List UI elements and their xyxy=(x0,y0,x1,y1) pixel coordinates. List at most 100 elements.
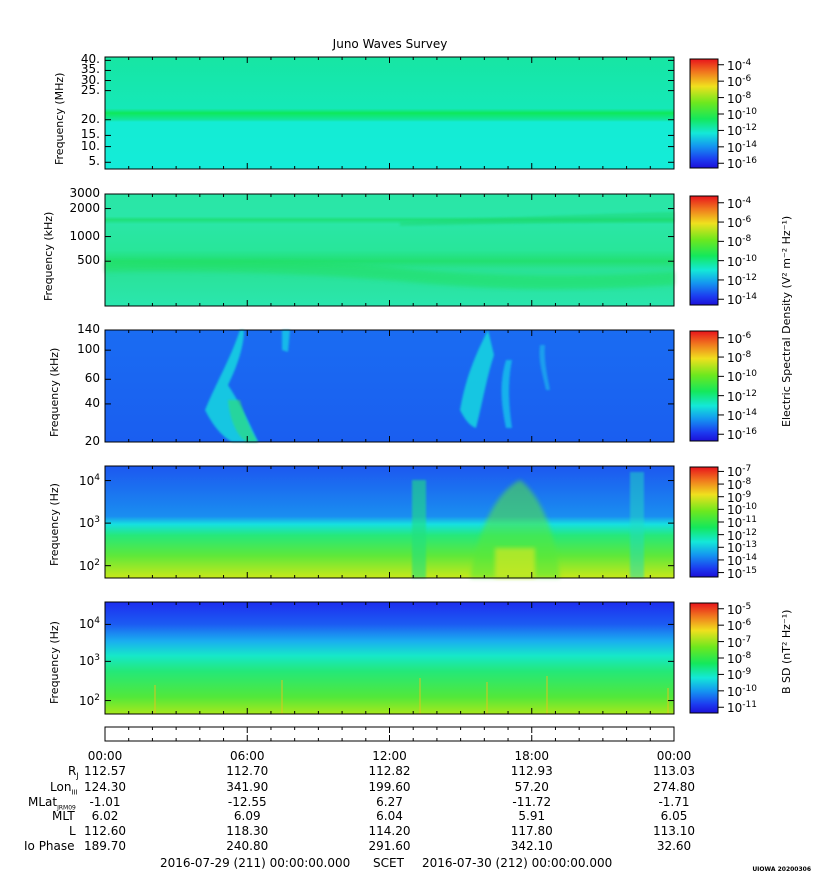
y-tick-label: 30. xyxy=(80,72,100,87)
ephem-value: 342.10 xyxy=(510,839,553,853)
y-tick-label: 2000 xyxy=(69,200,100,215)
colorbar-tick-label: 10-8 xyxy=(727,350,752,366)
colorbar-tick-label: 10-14 xyxy=(727,552,757,568)
ephem-value: 199.60 xyxy=(368,780,411,794)
colorbar-tick-label: 10-6 xyxy=(727,618,752,634)
colorbar-tick-label: 10-12 xyxy=(727,123,757,139)
ephem-value: -11.72 xyxy=(512,795,552,809)
ephem-value: -12.55 xyxy=(227,795,267,809)
ephem-value: 6.05 xyxy=(660,809,688,823)
y-tick-label: 40. xyxy=(80,52,100,67)
ephem-value: 118.30 xyxy=(226,824,269,838)
ephem-label-rj: RJ xyxy=(68,764,79,781)
y-tick-label: 103 xyxy=(78,653,100,669)
ephem-value: 112.82 xyxy=(368,764,411,778)
y-tick-label: 500 xyxy=(77,253,100,268)
colorbar-tick-label: 10-16 xyxy=(727,156,757,172)
scet-end: 2016-07-30 (212) 00:00:00.000 xyxy=(422,856,613,870)
colorbar-tick-label: 10-6 xyxy=(727,330,752,346)
colorbar-tick-label: 10-14 xyxy=(727,407,757,423)
colorbar-tick-label: 10-7 xyxy=(727,634,752,650)
ephem-value: 32.60 xyxy=(656,839,692,853)
panel-3-ylabel: Frequency (kHz) xyxy=(48,347,61,437)
y-tick-label: 104 xyxy=(78,472,100,488)
y-tick-label: 1000 xyxy=(69,228,100,243)
scet-start: 2016-07-29 (211) 00:00:00.000 xyxy=(160,856,351,870)
colorbar-tick-label: 10-10 xyxy=(727,369,757,385)
ephem-label-io: Io Phase xyxy=(24,839,75,853)
ephem-value: 274.80 xyxy=(653,780,695,794)
ephem-value: 113.03 xyxy=(653,764,695,778)
x-tick-label: 18:00 xyxy=(514,749,550,763)
ephem-value: 6.02 xyxy=(91,809,119,823)
ephem-label-lon: LonIII xyxy=(50,780,78,797)
panel-3 xyxy=(104,329,675,443)
y-tick-label: 104 xyxy=(78,616,100,632)
panel-1 xyxy=(104,56,675,170)
ephem-value: -1.01 xyxy=(89,795,121,809)
colorbar-tick-label: 10-14 xyxy=(727,139,757,155)
scet-label: SCET xyxy=(373,856,404,870)
y-tick-label: 40 xyxy=(84,395,100,410)
colorbar-tick-label: 10-10 xyxy=(727,502,757,518)
ephem-value: 112.70 xyxy=(226,764,269,778)
ephem-value: 189.70 xyxy=(84,839,126,853)
y-tick-label: 60 xyxy=(84,371,100,386)
ephem-value: 112.57 xyxy=(84,764,126,778)
magnetic-colorbar-label: B SD (nT² Hz⁻¹) xyxy=(780,609,793,694)
colorbar-tick-label: 10-8 xyxy=(727,651,752,666)
colorbar-tick-label: 10-14 xyxy=(727,292,757,308)
panel-1-image xyxy=(105,57,674,169)
ephem-value: 5.91 xyxy=(518,809,546,823)
chart-title: Juno Waves Survey xyxy=(332,37,448,51)
ephem-label-mlt: MLT xyxy=(52,809,75,823)
colorbar-tick-label: 10-9 xyxy=(727,667,752,683)
colorbar-tick-label: 10-4 xyxy=(727,57,752,73)
ephem-value: -1.71 xyxy=(658,795,690,809)
ephem-value: 240.80 xyxy=(226,839,269,853)
y-tick-label: 140 xyxy=(77,322,100,336)
colorbar-tick-label: 10-11 xyxy=(727,700,757,716)
y-tick-label: 5. xyxy=(88,154,100,169)
y-tick-label: 3000 xyxy=(69,186,100,200)
ephem-value: 112.60 xyxy=(84,824,126,838)
ephem-value: 112.93 xyxy=(510,764,553,778)
colorbar-tick-label: 10-12 xyxy=(727,272,757,288)
electric-colorbar-label: Electric Spectral Density (V² m⁻² Hz⁻¹) xyxy=(780,215,793,427)
ephem-value: 113.10 xyxy=(653,824,695,838)
colorbar-tick-label: 10-6 xyxy=(727,215,752,231)
y-tick-label: 20 xyxy=(84,434,100,448)
ephem-label-l: L xyxy=(69,824,76,838)
ephem-label-mlat: MLatJRM09 xyxy=(28,795,76,812)
panel-4-image xyxy=(105,466,674,578)
x-tick-label: 00:00 xyxy=(656,749,692,763)
colorbars xyxy=(689,58,719,714)
y-tick-label: 35. xyxy=(80,62,100,77)
x-tick-label: 06:00 xyxy=(229,749,265,763)
ephem-value: 341.90 xyxy=(226,780,269,794)
stamp: UIOWA 20200306 xyxy=(752,866,811,873)
colorbar-tick-label: 10-10 xyxy=(727,107,757,122)
y-tick-label: 10. xyxy=(80,138,100,153)
ephem-value: 57.20 xyxy=(514,780,549,794)
colorbar-tick-label: 10-4 xyxy=(727,195,752,211)
panel-5-ylabel: Frequency (Hz) xyxy=(48,621,61,704)
y-tick-label: 20. xyxy=(80,111,100,126)
x-tick-label: 12:00 xyxy=(372,749,407,763)
colorbar-tick-label: 10-5 xyxy=(727,601,752,617)
colorbar-tick-label: 10-15 xyxy=(727,565,757,581)
colorbar-tick-label: 10-9 xyxy=(727,489,752,505)
colorbar-tick-label: 10-12 xyxy=(727,388,757,404)
ephem-value: 291.60 xyxy=(368,839,411,853)
ephem-value: 124.30 xyxy=(84,780,126,794)
y-tick-label: 103 xyxy=(78,515,100,531)
ephem-value: 6.27 xyxy=(376,795,403,809)
colorbar-tick-label: 10-8 xyxy=(727,234,752,250)
colorbar-tick-label: 10-7 xyxy=(727,464,752,480)
colorbar-tick-label: 10-12 xyxy=(727,527,757,543)
colorbar-tick-label: 10-13 xyxy=(727,540,757,556)
ephem-value: 6.04 xyxy=(376,809,403,823)
colorbar-tick-label: 10-10 xyxy=(727,683,757,699)
panel-2-ylabel: Frequency (kHz) xyxy=(42,211,55,301)
